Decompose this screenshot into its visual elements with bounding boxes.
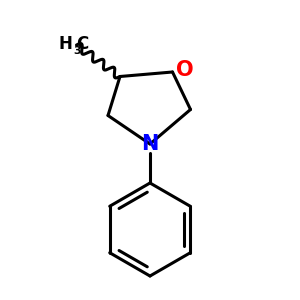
Text: C: C — [76, 35, 88, 53]
Text: O: O — [176, 60, 194, 80]
Text: H: H — [58, 35, 72, 53]
Text: N: N — [141, 134, 159, 154]
Text: 3: 3 — [74, 46, 81, 56]
